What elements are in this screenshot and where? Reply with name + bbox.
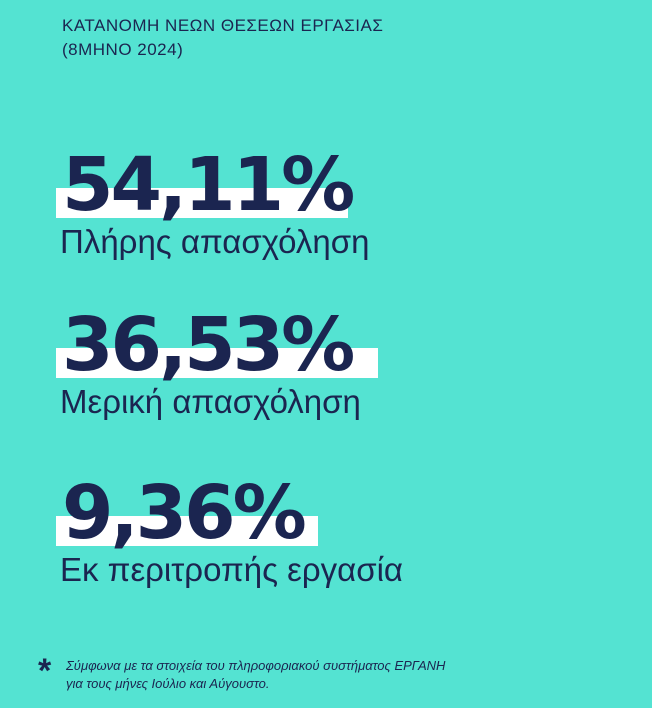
footnote-line-1: Σύμφωνα με τα στοιχεία του πληροφοριακού…: [66, 658, 446, 673]
stat-value: 9,36%: [62, 470, 307, 556]
stat-label: Μερική απασχόληση: [60, 383, 361, 420]
title-line-1: ΚΑΤΑΝΟΜΗ ΝΕΩΝ ΘΕΣΕΩΝ ΕΡΓΑΣΙΑΣ: [62, 16, 384, 35]
highlight-bar: [56, 188, 348, 218]
stat-value: 36,53%: [62, 302, 355, 388]
asterisk-icon: *: [38, 652, 52, 690]
page-title: ΚΑΤΑΝΟΜΗ ΝΕΩΝ ΘΕΣΕΩΝ ΕΡΓΑΣΙΑΣ (8ΜΗΝΟ 202…: [62, 14, 383, 62]
footnote-line-2: για τους μήνες Ιούλιο και Αύγουστο.: [66, 676, 270, 691]
stat-label: Πλήρης απασχόληση: [60, 223, 370, 260]
footnote-text: Σύμφωνα με τα στοιχεία του πληροφοριακού…: [66, 657, 445, 693]
stat-label: Εκ περιτροπής εργασία: [60, 551, 403, 588]
highlight-bar: [56, 348, 378, 378]
highlight-bar: [56, 516, 318, 546]
footnote: * Σύμφωνα με τα στοιχεία του πληροφοριακ…: [38, 652, 445, 693]
title-line-2: (8ΜΗΝΟ 2024): [62, 40, 184, 59]
stat-value: 54,11%: [62, 142, 355, 228]
